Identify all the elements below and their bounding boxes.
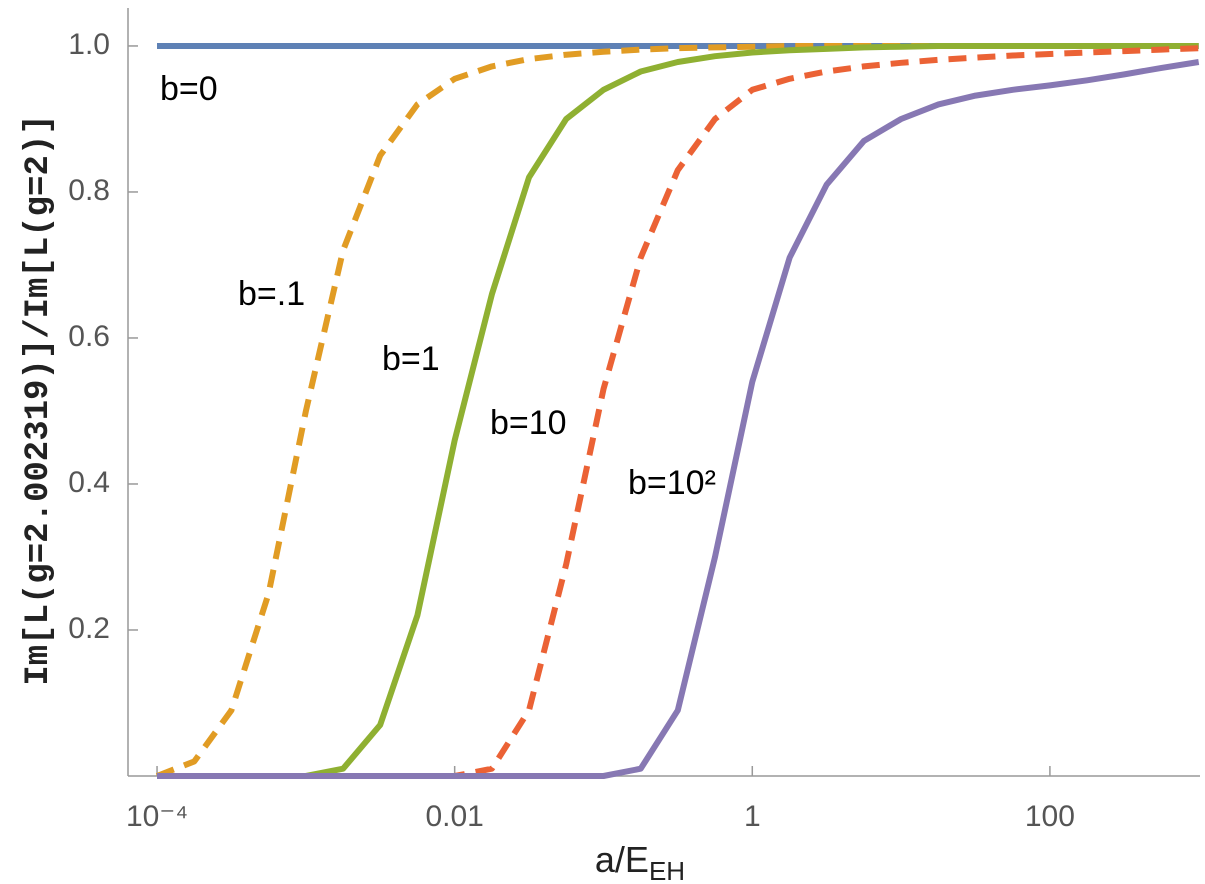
x-axis-label-sub: EH [649, 856, 685, 884]
x-tick-label: 10⁻⁴ [126, 800, 188, 833]
y-tick-label: 1.0 [68, 28, 110, 61]
series-label: b=10² [628, 464, 716, 502]
x-axis-label: a/EEH [595, 839, 685, 884]
series-line [157, 43, 1199, 779]
series-line [157, 59, 1200, 779]
x-tick-label: 1 [744, 800, 761, 833]
y-tick-label: 0.6 [68, 320, 110, 353]
y-axis-label: Im[L(g=2.002319)]/Im[L(g=2)] [20, 114, 58, 685]
x-tick-label: 0.01 [425, 800, 483, 833]
y-tick-label: 0.2 [68, 612, 110, 645]
series-line [157, 45, 1199, 779]
y-tick-label: 0.8 [68, 174, 110, 207]
x-tick-label: 100 [1025, 800, 1075, 833]
series-label: b=0 [160, 70, 218, 108]
series-label: b=10 [490, 404, 567, 442]
x-axis-label-main: a/E [595, 839, 649, 880]
y-tick-label: 0.4 [68, 466, 110, 499]
series-label: b=1 [382, 340, 440, 378]
series-line [155, 43, 1199, 779]
series-label: b=.1 [238, 275, 305, 313]
